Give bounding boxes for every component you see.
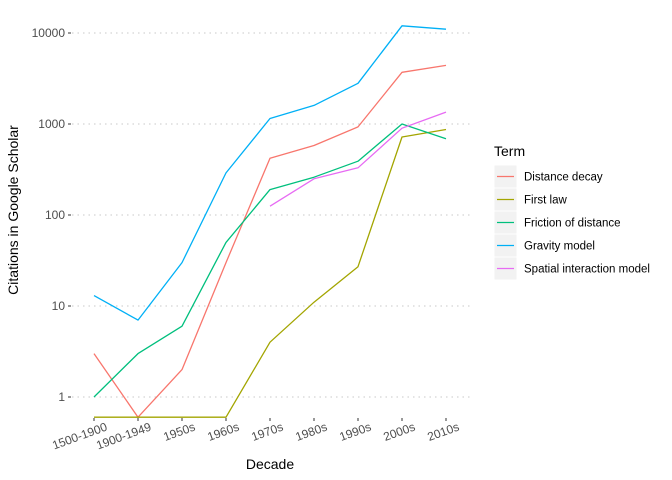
y-axis-title: Citations in Google Scholar bbox=[5, 125, 21, 295]
series-line-first-law bbox=[94, 128, 447, 418]
x-tick-label: 2000s bbox=[382, 420, 418, 444]
y-tick-label: 1000 bbox=[38, 117, 65, 131]
series-line-spatial-interaction-model bbox=[269, 111, 447, 207]
series-line-distance-decay bbox=[93, 64, 447, 418]
legend-label-spatial-interaction-model: Spatial interaction model bbox=[524, 264, 650, 276]
y-tick-label: 1 bbox=[58, 390, 65, 404]
series-line-gravity-model bbox=[93, 25, 447, 321]
legend-label-distance-decay: Distance decay bbox=[524, 172, 603, 184]
series-lines bbox=[93, 25, 447, 418]
x-tick-label: 1950s bbox=[162, 420, 198, 444]
series-line-friction-of-distance bbox=[93, 123, 447, 398]
legend-title: Term bbox=[494, 143, 525, 159]
legend-label-first-law: First law bbox=[524, 195, 568, 207]
y-tick-label: 10 bbox=[52, 299, 66, 313]
y-tick-label: 10000 bbox=[32, 26, 66, 40]
x-tick-label: 1980s bbox=[294, 420, 330, 444]
legend: Term Distance decay First law Friction of … bbox=[493, 143, 650, 281]
gridlines bbox=[72, 32, 470, 398]
x-tick-label: 2010s bbox=[426, 420, 462, 444]
y-axis-ticks: 1 10 100 1000 10000 bbox=[32, 26, 71, 404]
x-tick-label: 1990s bbox=[338, 420, 374, 444]
x-axis-title: Decade bbox=[246, 456, 294, 472]
x-tick-label: 1970s bbox=[250, 420, 286, 444]
x-tick-label: 1960s bbox=[206, 420, 242, 444]
legend-label-gravity-model: Gravity model bbox=[524, 241, 595, 253]
legend-label-friction-of-distance: Friction of distance bbox=[524, 218, 621, 230]
y-tick-label: 100 bbox=[45, 208, 65, 222]
